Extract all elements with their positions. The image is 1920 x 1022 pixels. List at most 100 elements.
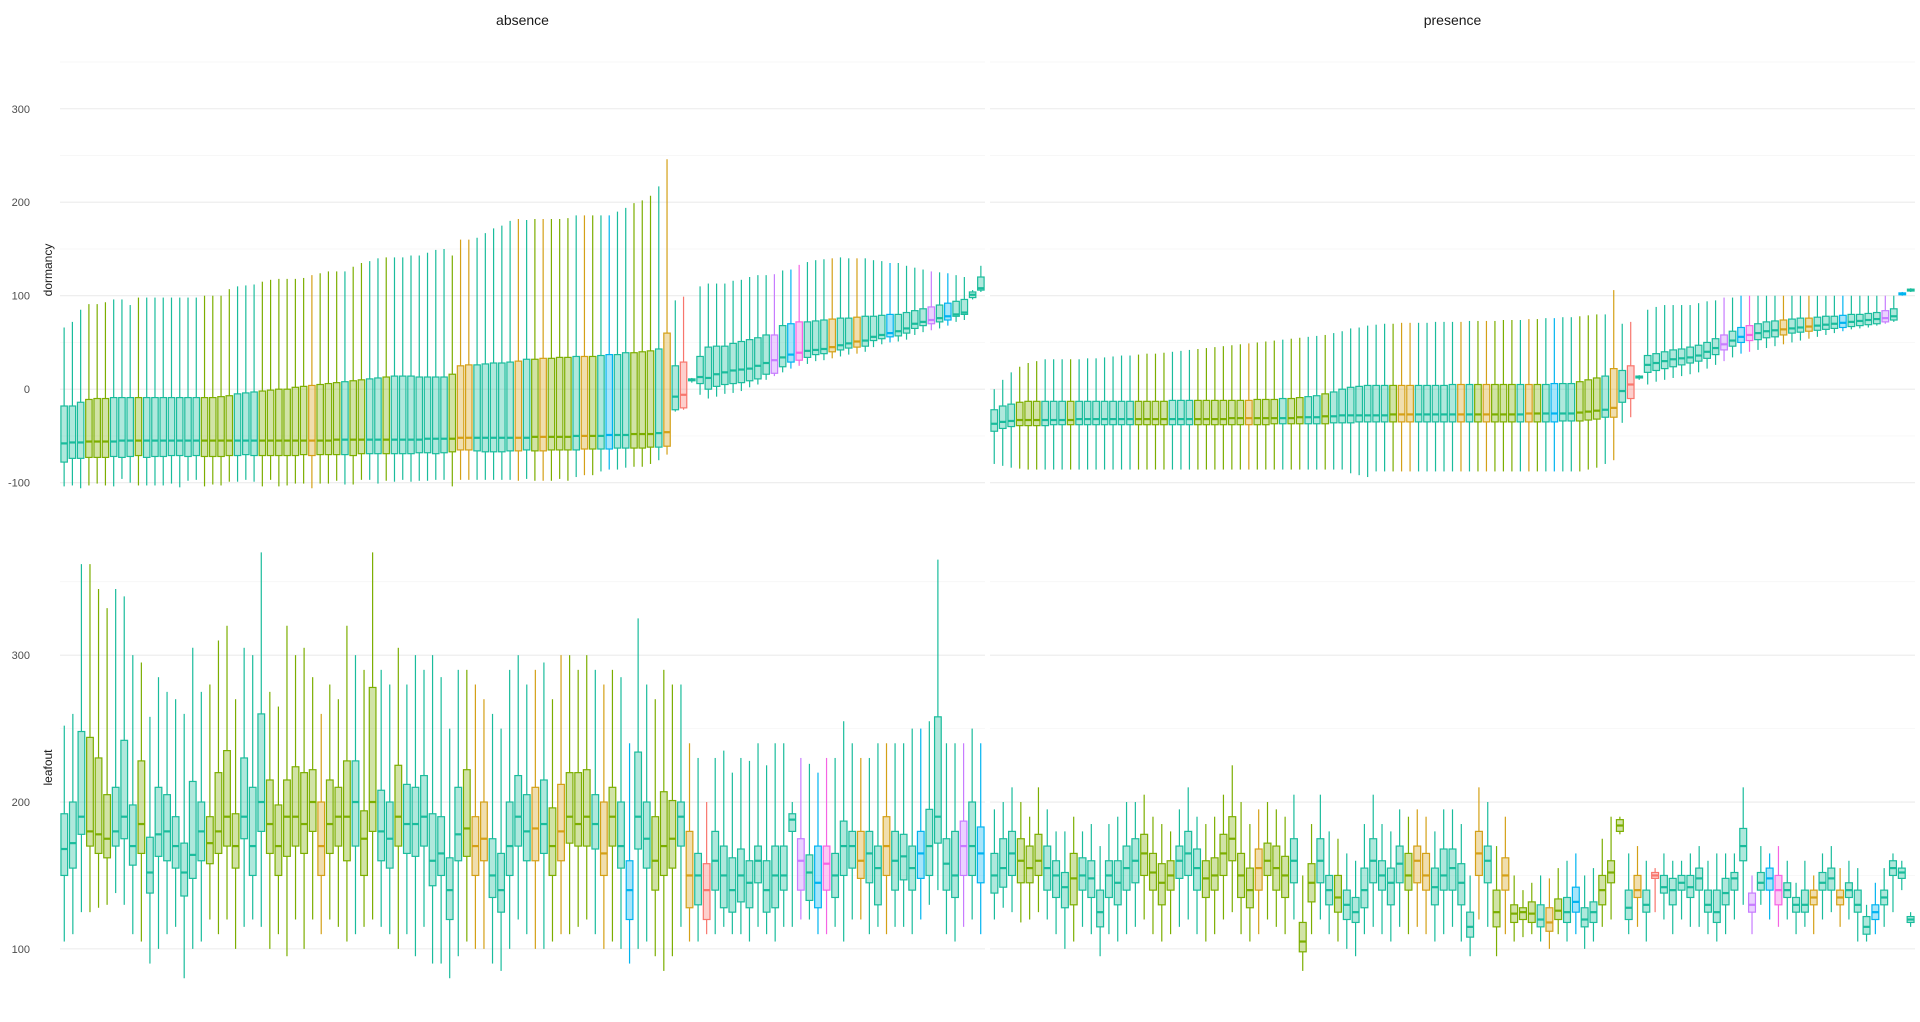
boxplot-box xyxy=(990,852,999,894)
boxplot-box xyxy=(205,816,214,865)
boxplot-box xyxy=(935,304,944,323)
boxplot-box xyxy=(1100,400,1109,426)
boxplot-box xyxy=(1881,310,1890,323)
boxplot-box xyxy=(1728,330,1737,347)
boxplot-box xyxy=(1346,386,1355,424)
boxplot-box xyxy=(754,845,762,884)
boxplot-box xyxy=(1796,317,1805,333)
boxplot-box xyxy=(1533,383,1542,423)
boxplot-box xyxy=(154,786,163,857)
boxplot-box xyxy=(1423,384,1431,423)
boxplot-box xyxy=(1694,344,1703,362)
boxplot-box xyxy=(1041,400,1050,427)
boxplot-box xyxy=(1219,833,1228,877)
boxplot-box xyxy=(1096,889,1105,928)
boxplot-box xyxy=(1609,368,1618,418)
boxplot-box xyxy=(1448,383,1457,423)
boxplot-box xyxy=(308,769,317,832)
boxplot-box xyxy=(1703,889,1713,913)
boxplot-box xyxy=(1263,842,1272,877)
boxplot-box xyxy=(1524,383,1533,423)
y-tick-label-dormancy: -100 xyxy=(8,478,30,490)
boxplot-box xyxy=(111,786,120,847)
boxplot-box xyxy=(308,384,316,457)
boxplot-box xyxy=(324,382,333,456)
boxplot-box xyxy=(1298,921,1307,953)
boxplot-box xyxy=(1015,401,1024,427)
boxplot-box xyxy=(999,838,1008,888)
y-tick-label-dormancy: 0 xyxy=(24,384,30,396)
boxplot-box xyxy=(214,772,223,855)
boxplot-box xyxy=(233,393,242,457)
boxplot-box xyxy=(796,838,805,891)
boxplot-box xyxy=(685,830,694,909)
boxplot-box xyxy=(265,779,274,855)
boxplot-box xyxy=(1329,391,1338,424)
boxplot-box xyxy=(1466,911,1475,938)
boxplot-box xyxy=(514,360,523,452)
boxplot-box xyxy=(1541,383,1550,423)
y-tick-label-leafout: 200 xyxy=(12,797,30,809)
boxplot-box xyxy=(382,376,391,455)
boxplot-box xyxy=(368,686,377,832)
boxplot-box xyxy=(788,813,797,832)
boxplot-box xyxy=(1550,382,1559,423)
boxplot-box xyxy=(1720,334,1728,351)
boxplot-box xyxy=(539,779,548,855)
boxplot-box xyxy=(1739,827,1748,862)
boxplot-box xyxy=(342,760,351,862)
boxplot-box xyxy=(1175,845,1184,879)
boxplot-box xyxy=(894,313,903,337)
boxplot-box xyxy=(398,375,407,455)
boxplot-box xyxy=(1422,852,1431,891)
boxplot-box xyxy=(1092,400,1100,426)
boxplot-box xyxy=(180,842,189,897)
boxplot-box xyxy=(1721,877,1730,906)
boxplot-box xyxy=(1360,867,1369,909)
boxplot-box xyxy=(1066,400,1075,426)
boxplot-box xyxy=(771,845,780,909)
boxplot-box xyxy=(1847,313,1856,328)
boxplot-box xyxy=(360,810,368,877)
boxplot-box xyxy=(225,395,234,457)
boxplot-box xyxy=(1134,400,1143,426)
boxplot-box xyxy=(1236,399,1245,426)
boxplot-box xyxy=(1177,399,1185,426)
boxplot-box xyxy=(916,830,925,879)
boxplot-box xyxy=(1194,399,1202,426)
boxplot-box xyxy=(1253,398,1262,426)
boxplot-box xyxy=(1457,383,1465,423)
boxplot-box xyxy=(663,332,671,447)
boxplot-box xyxy=(848,830,857,869)
boxplot-box xyxy=(394,764,403,847)
boxplot-box xyxy=(299,385,308,456)
boxplot-box xyxy=(539,357,547,452)
boxplot-box xyxy=(754,337,762,380)
boxplot-box xyxy=(1157,863,1166,906)
boxplot-box xyxy=(1270,398,1279,425)
boxplot-box xyxy=(101,397,110,459)
boxplot-box xyxy=(977,276,985,291)
boxplot-box xyxy=(1554,898,1563,921)
boxplot-box xyxy=(621,352,630,449)
boxplot-box xyxy=(654,348,663,448)
facet-title-presence: presence xyxy=(1424,12,1482,28)
boxplot-box xyxy=(420,774,428,847)
boxplot-box xyxy=(1117,400,1126,426)
boxplot-box xyxy=(1779,319,1788,336)
boxplot-box xyxy=(580,355,589,450)
boxplot-box xyxy=(1397,384,1406,423)
boxplot-box xyxy=(94,757,103,855)
boxplot-box xyxy=(805,854,814,902)
boxplot-box xyxy=(1078,857,1087,891)
boxplot-box xyxy=(240,757,249,840)
boxplot-box xyxy=(505,801,514,877)
boxplot-box xyxy=(1712,889,1721,924)
boxplot-box xyxy=(103,794,112,859)
boxplot-box xyxy=(704,346,713,390)
boxplot-box xyxy=(1389,384,1398,423)
boxplot-box xyxy=(1380,384,1389,423)
boxplot-box xyxy=(1562,896,1572,924)
boxplot-box xyxy=(659,791,668,877)
